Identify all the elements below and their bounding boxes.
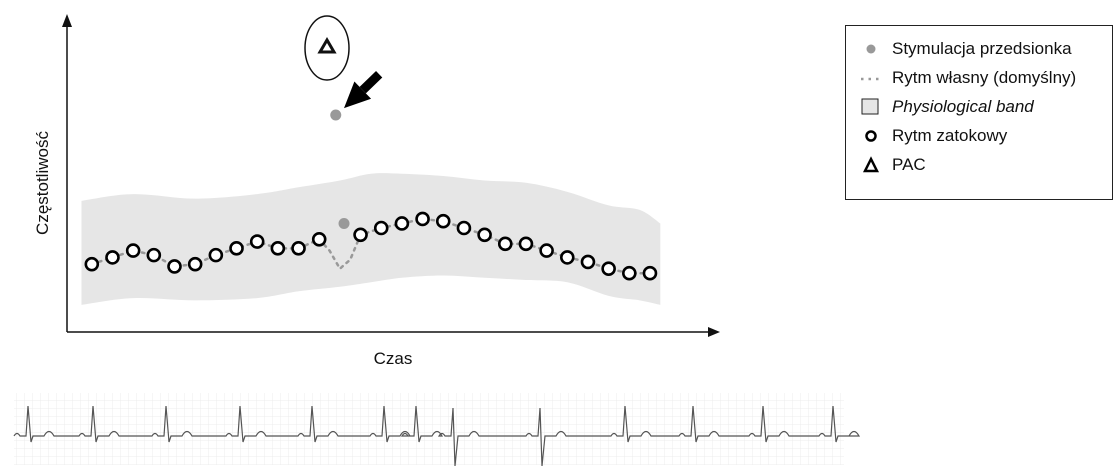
sinus-rhythm-point	[291, 241, 306, 256]
sinus-rhythm-point	[84, 256, 100, 272]
sinus-rhythm-point	[456, 220, 472, 236]
atrial-pacing-series	[330, 109, 350, 229]
sinus-rhythm-point	[518, 236, 534, 252]
ecg-trace	[13, 405, 861, 467]
sinus-rhythm-point	[415, 211, 430, 227]
sinus-rhythm-point	[642, 265, 658, 281]
legend-label: Stymulacja przedsionka	[892, 39, 1072, 58]
x-axis-arrowhead	[708, 327, 720, 337]
sinus-rhythm-point	[435, 213, 451, 229]
sinus-rhythm-point	[477, 227, 492, 243]
legend-label: PAC	[892, 155, 926, 174]
sinus-rhythm-point	[559, 250, 575, 265]
x-axis-label: Czas	[374, 349, 413, 368]
arrow-head	[344, 81, 372, 109]
legend-item-pac: PAC	[860, 154, 926, 176]
sinus-rhythm-point	[601, 261, 616, 276]
sinus-rhythm-point	[394, 216, 410, 231]
pac-triangle-marker	[317, 37, 337, 54]
open-circle-icon	[865, 130, 877, 142]
sinus-rhythm-point	[353, 227, 368, 243]
sinus-rhythm-series	[84, 211, 658, 281]
pac-ellipse	[304, 15, 350, 81]
sinus-rhythm-point	[539, 243, 554, 258]
legend-label: Rytm zatokowy	[892, 126, 1008, 145]
sinus-rhythm-point	[229, 241, 244, 256]
arrow-shaft	[359, 71, 383, 94]
pac-annotation	[304, 15, 350, 81]
sinus-rhythm-point	[497, 236, 513, 252]
sinus-rhythm-point	[270, 241, 286, 256]
y-axis-label: Częstotliwość	[33, 131, 52, 235]
atrial-pacing-point	[330, 109, 342, 121]
sinus-rhythm-point	[187, 256, 203, 272]
gray-box-icon	[861, 98, 879, 115]
sinus-rhythm-point	[146, 247, 162, 263]
sinus-rhythm-point	[167, 259, 182, 274]
sinus-rhythm-point	[311, 232, 327, 247]
y-axis-arrowhead	[62, 14, 72, 27]
physiological-band	[81, 173, 661, 305]
pac-arrow	[344, 71, 383, 109]
sinus-rhythm-point	[580, 254, 596, 270]
ecg-strip	[13, 393, 861, 467]
sinus-rhythm-point	[125, 243, 141, 258]
legend-label: Physiological band	[892, 97, 1034, 116]
legend-label: Rytm własny (domyślny)	[892, 68, 1077, 87]
legend-item-atrial-pacing: Stymulacja przedsionka	[860, 38, 1072, 60]
legend-item-physiological-band: Physiological band	[860, 96, 1034, 118]
sinus-rhythm-point	[208, 247, 224, 263]
sinus-rhythm-point	[373, 220, 389, 236]
sinus-rhythm-point	[622, 265, 637, 281]
atrial-pacing-point	[338, 217, 350, 229]
legend-item-sinus-rhythm: Rytm zatokowy	[860, 125, 1007, 147]
dotted-line-icon	[861, 77, 881, 81]
triangle-icon	[862, 156, 880, 173]
legend-item-intrinsic-rhythm: Rytm własny (domyślny)	[860, 67, 1076, 89]
ecg-grid-background	[14, 393, 844, 465]
sinus-rhythm-point	[249, 234, 265, 249]
legend: Stymulacja przedsionka Rytm własny (domy…	[845, 25, 1113, 200]
gray-filled-circle-icon	[866, 44, 876, 54]
sinus-rhythm-point	[105, 250, 120, 265]
